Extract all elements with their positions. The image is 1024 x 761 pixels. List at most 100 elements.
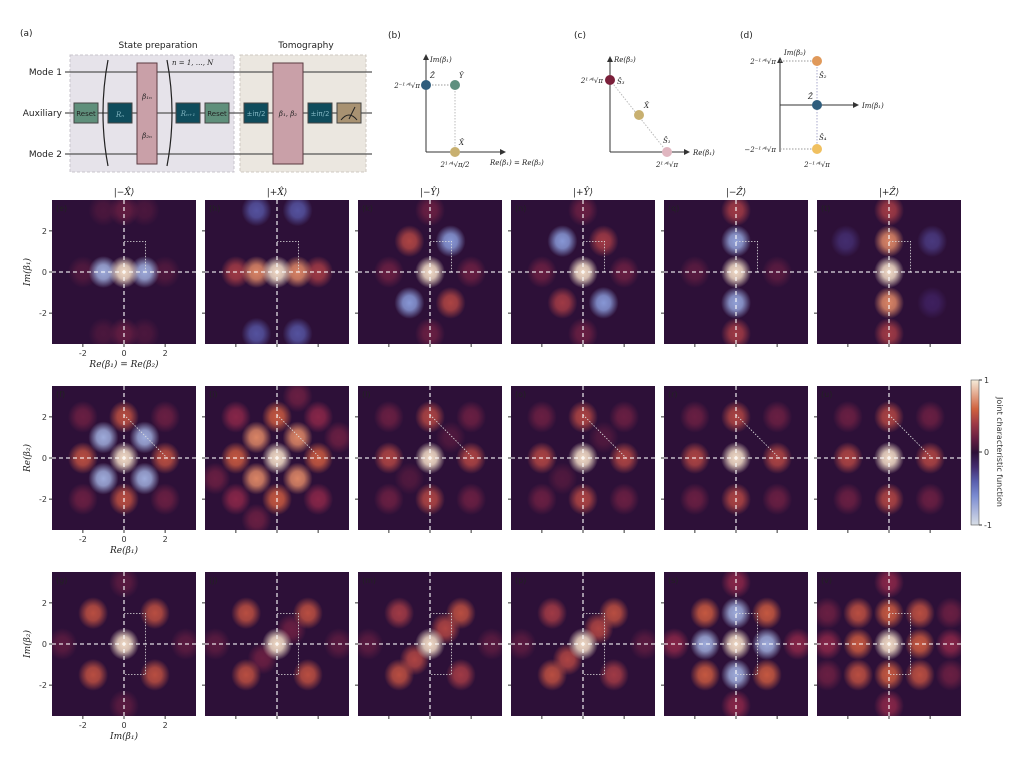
guide-line: [736, 240, 758, 272]
panel-letter: (i): [209, 390, 217, 399]
gate-label: Rₙ: [115, 111, 124, 119]
heatmap-panel: (v): [814, 572, 961, 719]
heatmap-peak: [150, 400, 181, 433]
heatmap-peak: [915, 483, 946, 516]
heatmap-peak: [721, 200, 751, 227]
x-tick-label: 2: [163, 721, 168, 730]
section-title: State preparation: [118, 41, 197, 51]
heatmap-peak: [415, 317, 445, 344]
wire-label: Mode 1: [29, 68, 62, 78]
rotation-gate: [175, 102, 201, 124]
y-tick-label: -2: [39, 495, 47, 504]
pi-half-gate: [243, 102, 269, 124]
axis-label: Im(β₁): [429, 56, 452, 64]
heatmap-peak: [220, 483, 251, 516]
heatmap-peak: [384, 658, 415, 691]
point-y: [450, 80, 460, 90]
panel-letter: (c): [574, 31, 586, 41]
heatmap-panel: (g) -2 -2 0 0 2 2 Im(β₁) Im(β₂): [22, 572, 196, 742]
column-title: |+X̂⟩: [267, 186, 288, 198]
heatmap-panel: (n) |+Ŷ⟩: [508, 186, 655, 347]
heatmap-peak: [904, 658, 935, 691]
axis-value: 2⁻¹ᐟ⁴√π: [393, 82, 420, 90]
point-x: [634, 110, 644, 120]
panel-letter: (b): [388, 31, 401, 41]
heatmap-peak: [935, 658, 961, 691]
panel-letter: (u): [821, 390, 832, 399]
heatmap-peak: [109, 572, 139, 599]
guide-line: [429, 414, 474, 459]
axis-value: 2¹ᐟ⁴√π: [655, 161, 678, 169]
panel-letter: (a): [20, 29, 33, 39]
heatmap-peak: [537, 597, 568, 630]
point-label: Ŝ₂: [819, 71, 827, 80]
axis-value: −2⁻¹ᐟ⁴√π: [744, 146, 776, 154]
heatmap-peak: [394, 462, 425, 495]
heatmap-peak: [904, 597, 935, 630]
heatmap-peak: [394, 286, 425, 319]
heatmap-peak: [762, 400, 793, 433]
heatmap-peak: [282, 421, 313, 454]
heatmap-peak: [762, 483, 793, 516]
heatmap-peak: [205, 628, 231, 660]
guide-line: [276, 414, 321, 459]
panel-letter: (e): [56, 204, 67, 213]
heatmap-peak: [129, 462, 160, 495]
heatmap-peak: [241, 317, 272, 344]
heatmap-peak: [782, 628, 808, 660]
panel-letter: (g): [56, 576, 67, 585]
guide-line: [123, 414, 168, 459]
heatmap-panel: (s): [661, 572, 808, 719]
heatmap-peak: [679, 400, 710, 433]
displacement-gate: [136, 62, 158, 165]
heatmap-peak: [588, 225, 619, 258]
heatmap-peak: [690, 658, 721, 691]
x-axis-label: Re(β₁) = Re(β₂): [88, 359, 159, 370]
heatmap-panel: (q) |−Ẑ⟩: [661, 186, 808, 347]
guide-line: [430, 612, 453, 676]
gate-label: ±iπ/2: [311, 110, 330, 118]
gate-label: β₁, β₂: [278, 110, 297, 118]
heatmap-peak: [598, 658, 629, 691]
point-z: [812, 100, 822, 110]
heatmap-panel: (l): [355, 386, 502, 533]
heatmap-peak: [588, 286, 619, 319]
heatmap-peak: [394, 225, 425, 258]
heatmap-peak: [526, 400, 557, 433]
heatmap-peak: [231, 658, 262, 691]
heatmap-peak: [445, 658, 476, 691]
x-tick-label: 2: [163, 535, 168, 544]
heatmap-peak: [435, 286, 466, 319]
heatmap-peak: [817, 658, 843, 691]
rotation-gate: [107, 102, 133, 124]
heatmap-peak: [817, 597, 843, 630]
heatmap-panel: (p): [508, 572, 655, 719]
colorbar-tick: 0: [984, 448, 989, 457]
heatmap-peak: [67, 400, 98, 433]
heatmap-peak: [547, 225, 578, 258]
panel-letter: (d): [740, 31, 753, 41]
heatmap-peak: [241, 200, 272, 227]
heatmap-peak: [170, 628, 196, 660]
heatmap-grid: (e) -2 -2 0 0 2 2 |−X̂⟩ Re(β₁) = Re(β₂) Im(β₁) (h)…: [22, 186, 961, 742]
point-label: Ŝ₃: [617, 77, 625, 86]
y-tick-label: -2: [39, 309, 47, 318]
panel-c-diagram: (c) Ŝ₃ X̂ Ŝ₁ Re(β₂) 2¹ᐟ⁴√π 2¹ᐟ⁴√π Re(β₁): [574, 31, 715, 169]
axis-label: Re(β₂): [613, 56, 636, 64]
heatmap-peak: [456, 400, 487, 433]
heatmap-peak: [241, 421, 272, 454]
heatmap-peak: [67, 483, 98, 516]
guide-line: [430, 240, 453, 272]
heatmap-peak: [751, 597, 782, 630]
heatmap-peak: [843, 597, 874, 630]
gate-label: ±iπ/2: [247, 110, 266, 118]
heatmap-peak: [830, 225, 861, 258]
gate-label: Rₙ₊₁: [180, 110, 196, 118]
gate-label: Reset: [207, 110, 227, 118]
measurement-gate: [336, 102, 362, 124]
point-label: Ŝ₄: [819, 133, 827, 142]
heatmap-peak: [292, 597, 323, 630]
colorbar-gradient: [970, 379, 980, 526]
meter-icon: [340, 106, 358, 121]
gate-label: Reset: [76, 110, 96, 118]
